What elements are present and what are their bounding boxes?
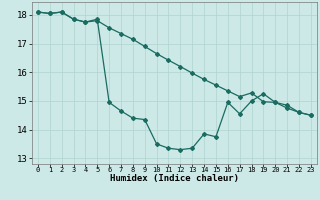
X-axis label: Humidex (Indice chaleur): Humidex (Indice chaleur) bbox=[110, 174, 239, 183]
